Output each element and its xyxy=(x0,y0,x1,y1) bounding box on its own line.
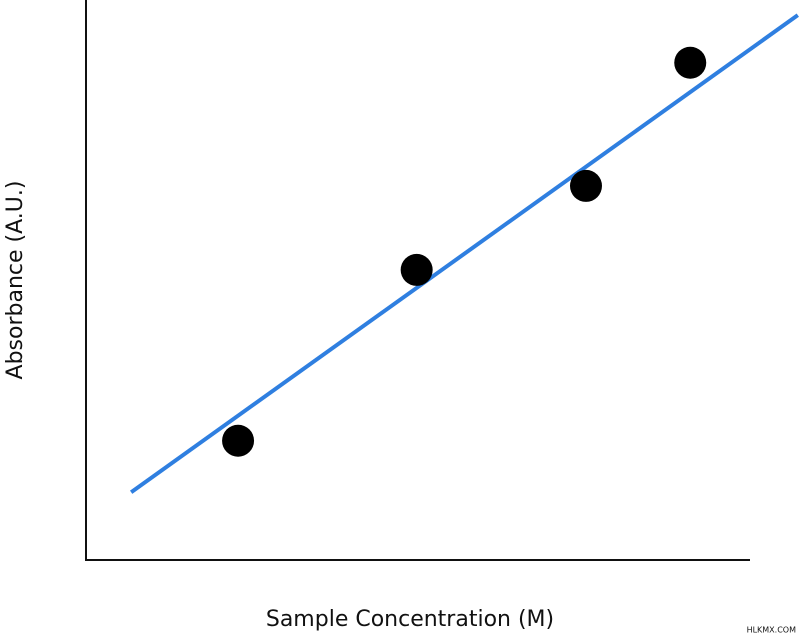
data-point xyxy=(674,46,707,79)
x-axis-label: Sample Concentration (M) xyxy=(266,607,554,632)
data-point xyxy=(400,253,433,286)
data-point xyxy=(569,169,602,202)
data-point xyxy=(222,424,255,457)
watermark: HLKMX.COM xyxy=(747,626,797,635)
y-axis-label: Absorbance (A.U.) xyxy=(3,181,28,380)
fit-line xyxy=(129,13,799,494)
